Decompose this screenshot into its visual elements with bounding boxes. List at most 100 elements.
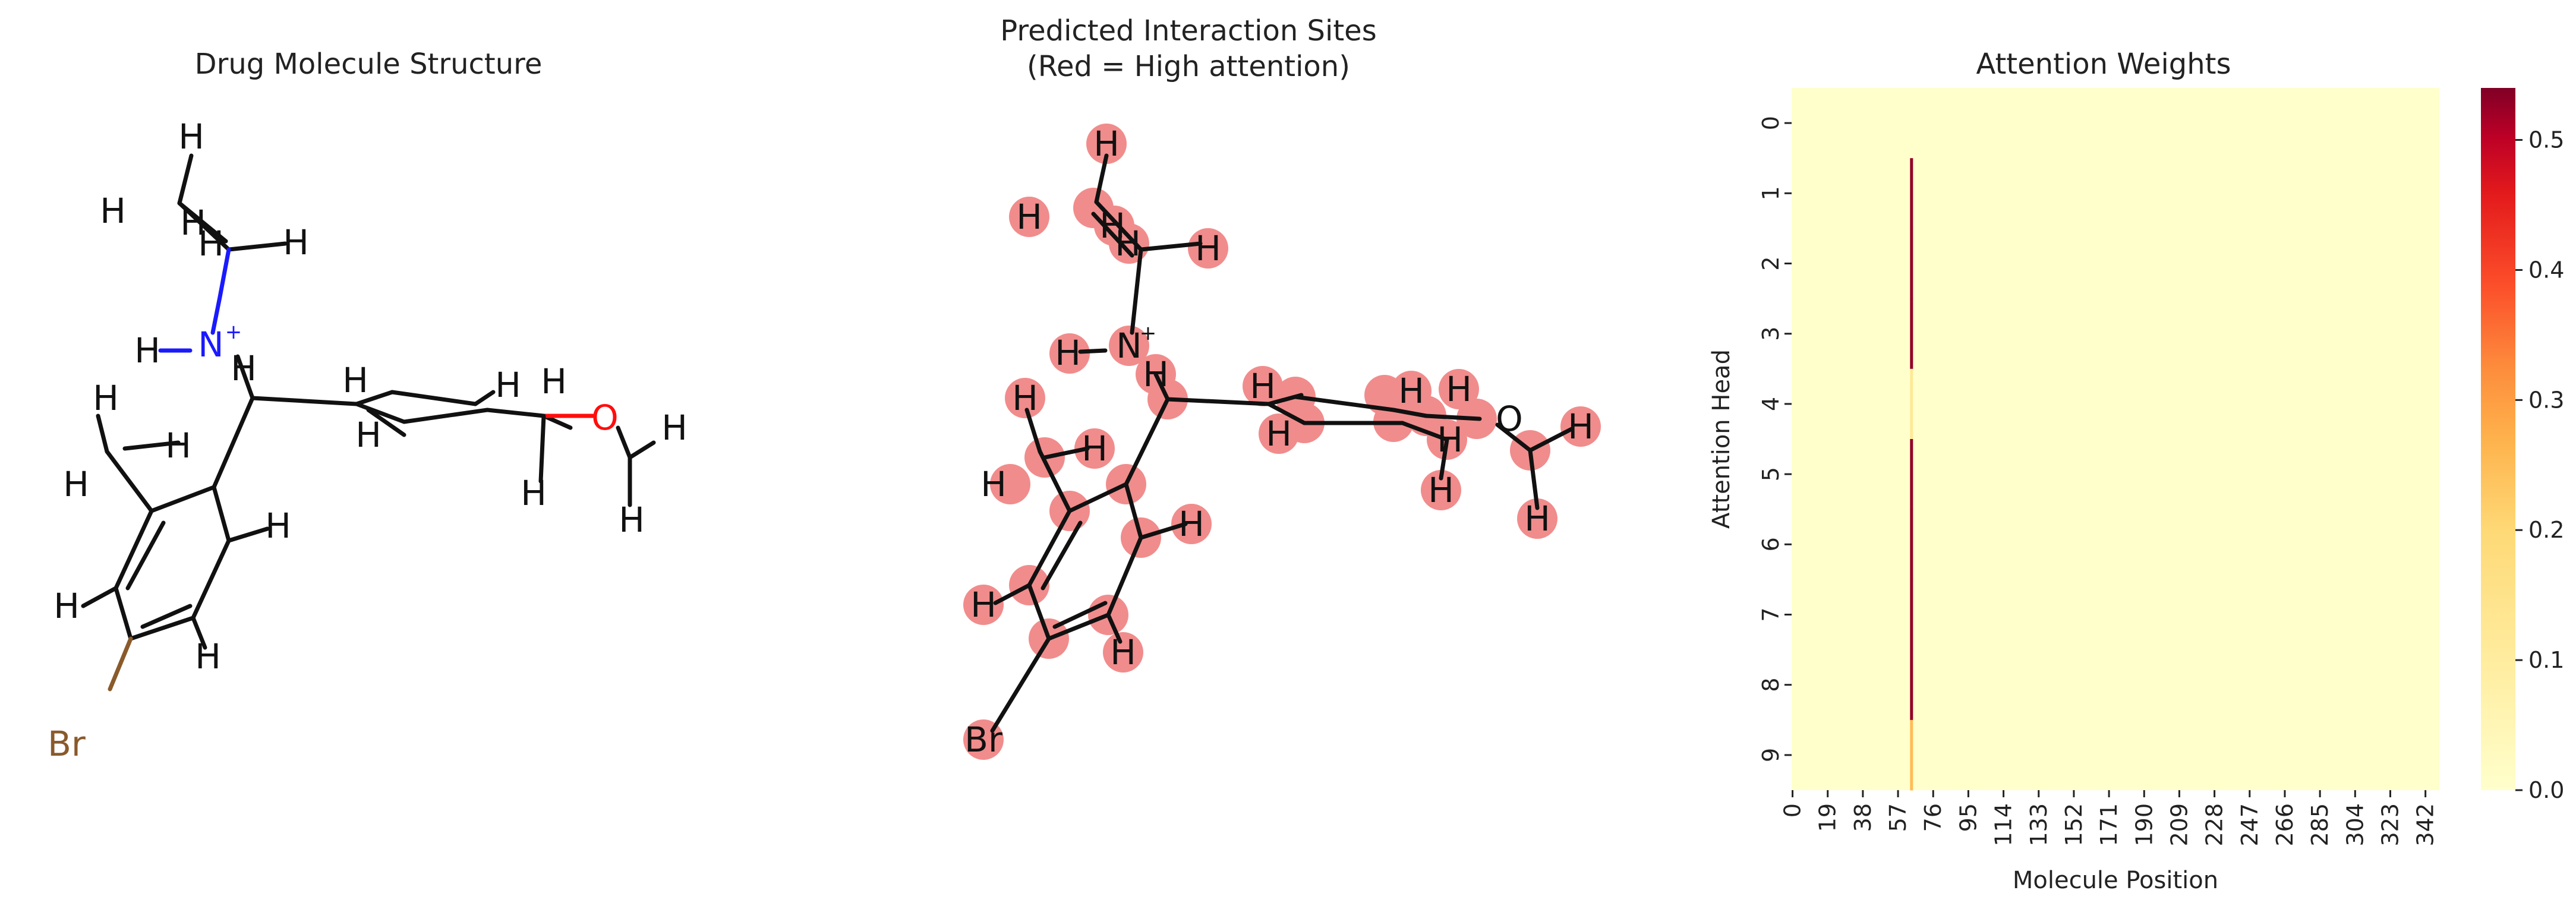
x-tick-label: 152 — [2061, 803, 2087, 847]
y-tick-label: 3 — [1758, 327, 1784, 341]
x-tick-label: 190 — [2131, 803, 2157, 847]
x-tick-label: 342 — [2413, 803, 2439, 847]
colorbar-ticks: 0.0 0.1 0.2 0.3 0.4 0.5 — [2515, 127, 2564, 803]
atom-h: H — [53, 586, 80, 626]
atom-h: H — [1524, 498, 1550, 539]
y-tick-label: 5 — [1758, 467, 1784, 481]
colorbar-tick-label: 0.1 — [2528, 647, 2564, 673]
x-tick-label: 76 — [1920, 803, 1946, 832]
atom-h: H — [1055, 333, 1081, 373]
x-tick-label: 57 — [1885, 803, 1911, 832]
heatmap-cell — [1910, 228, 1913, 299]
middle-molecule-drawing: H H H H H H N + H H H H H H H H H H H H … — [963, 124, 1601, 760]
atom-h: H — [1143, 354, 1169, 394]
atom-h: H — [342, 360, 368, 400]
atom-o: O — [591, 397, 619, 438]
left-bonds — [81, 153, 656, 692]
y-tick-label: 4 — [1758, 397, 1784, 411]
atom-h: H — [134, 330, 160, 371]
atom-br: Br — [964, 719, 1002, 760]
atom-charge: + — [225, 320, 242, 344]
middle-panel-title: Predicted Interaction Sites (Red = High … — [891, 13, 1486, 84]
left-panel-title: Drug Molecule Structure — [194, 48, 543, 81]
atom-h: H — [178, 116, 204, 157]
atom-h: H — [541, 361, 567, 402]
atom-h: H — [1568, 406, 1594, 447]
middle-title-line1: Predicted Interaction Sites — [1000, 14, 1377, 48]
atom-h: H — [1093, 124, 1120, 164]
atom-h: H — [1398, 371, 1424, 411]
y-tick-label: 1 — [1758, 186, 1784, 200]
atom-h: H — [100, 191, 126, 231]
y-tick-label: 2 — [1758, 256, 1784, 270]
heatmap-cell — [1910, 649, 1913, 721]
colorbar-tick-label: 0.0 — [2528, 777, 2564, 803]
middle-bonds — [990, 153, 1574, 733]
heatmap-cell — [1910, 88, 1913, 159]
colorbar-tick-label: 0.3 — [2528, 387, 2564, 413]
x-tick-label: 133 — [2026, 803, 2052, 847]
heatmap-cell — [1910, 439, 1913, 510]
atom-h: H — [1110, 632, 1136, 673]
atom-h: H — [1437, 419, 1463, 460]
atom-h: H — [265, 506, 291, 546]
atom-h: H — [231, 348, 257, 389]
atom-h: H — [1012, 378, 1038, 418]
heatmap-cells — [1910, 88, 1913, 791]
x-axis-label: Molecule Position — [2013, 867, 2218, 894]
x-tick-label: 266 — [2272, 803, 2298, 847]
x-tick-label: 114 — [1991, 803, 2017, 847]
atom-h: H — [195, 636, 221, 677]
atom-h: H — [1016, 197, 1042, 237]
heatmap-cell — [1910, 298, 1913, 370]
x-tick-label: 323 — [2377, 803, 2403, 847]
atom-h: H — [495, 365, 521, 405]
atom-h: H — [1195, 228, 1221, 269]
colorbar — [2481, 88, 2515, 790]
atom-h: H — [355, 415, 381, 455]
right-panel-title: Attention Weights — [1976, 48, 2231, 81]
x-tick-label: 209 — [2166, 803, 2192, 847]
y-tick-label: 0 — [1758, 116, 1784, 130]
atom-h: H — [970, 585, 997, 625]
x-tick-label: 228 — [2202, 803, 2228, 847]
y-tick-label: 7 — [1758, 607, 1784, 621]
x-tick-label: 304 — [2342, 803, 2368, 847]
x-tick-label: 247 — [2237, 803, 2263, 847]
atom-h: H — [1266, 413, 1292, 454]
x-tick-label: 285 — [2307, 803, 2333, 847]
left-molecule-drawing: H H H H H H N + H H H H H H H H H H H H … — [48, 116, 688, 764]
atom-h: H — [1115, 223, 1141, 264]
y-tick-label: 9 — [1758, 748, 1784, 762]
y-tick-label: 6 — [1758, 537, 1784, 551]
left-atom-labels: H H H H H H N + H H H H H H H H H H H H … — [48, 116, 688, 764]
atom-h: H — [1446, 369, 1472, 409]
heatmap-cell — [1910, 579, 1913, 651]
atom-h: H — [93, 378, 119, 418]
atom-h: H — [1082, 428, 1108, 469]
atom-br: Br — [48, 724, 86, 764]
atom-h: H — [180, 203, 206, 243]
atom-h: H — [198, 223, 224, 264]
heatmap-cell — [1910, 158, 1913, 229]
x-tick-label: 171 — [2096, 803, 2122, 847]
atom-n: N — [1116, 326, 1142, 366]
x-tick-label: 95 — [1955, 803, 1981, 832]
x-tick-label: 38 — [1850, 803, 1876, 832]
colorbar-tick-label: 0.4 — [2528, 257, 2564, 283]
atom-h: H — [619, 500, 645, 540]
colorbar-tick-label: 0.2 — [2528, 517, 2564, 543]
atom-n: N — [198, 324, 223, 365]
heatmap-cell — [1910, 509, 1913, 580]
heatmap-background — [1792, 88, 2439, 790]
y-tick-label: 8 — [1758, 678, 1784, 692]
atom-h: H — [1428, 470, 1454, 510]
middle-atom-labels: H H H H H H N + H H H H H H H H H H H H … — [964, 124, 1594, 760]
x-tick-label: 19 — [1815, 803, 1841, 832]
middle-title-line2: (Red = High attention) — [1027, 50, 1350, 83]
atom-h: H — [165, 425, 191, 466]
atom-o: O — [1496, 399, 1523, 439]
atom-h: H — [661, 408, 688, 448]
y-axis-label: Attention Head — [1708, 349, 1735, 529]
heatmap-cell — [1910, 368, 1913, 440]
